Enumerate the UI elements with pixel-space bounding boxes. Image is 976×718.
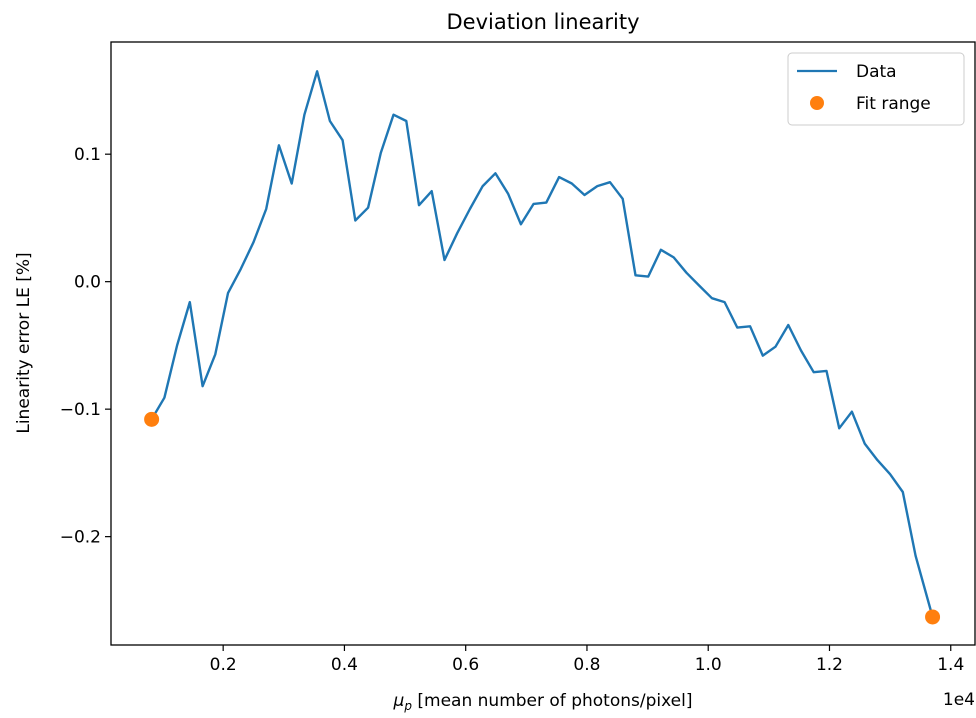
plot-area (110, 41, 976, 646)
legend-data-label: Data (856, 62, 897, 82)
legend-fit-range-label: Fit range (856, 94, 931, 114)
legend: Data Fit range (787, 52, 965, 126)
x-axis-label: μp [mean number of photons/pixel] (393, 691, 693, 713)
x-tick-label: 0.2 (210, 655, 237, 675)
x-tick-label: 1.2 (816, 655, 843, 675)
x-offset-label: 1e4 (943, 690, 975, 710)
x-axis: 0.2 0.4 0.6 0.8 1.0 1.2 1.4 (210, 645, 964, 675)
x-tick-label: 0.4 (331, 655, 358, 675)
x-axis-label-subscript: p (403, 699, 412, 713)
plot-frame (110, 41, 976, 646)
x-axis-label-text: [mean number of photons/pixel] (412, 691, 692, 711)
y-axis-label: Linearity error LE [%] (14, 252, 34, 433)
x-axis-label-symbol: μ (393, 691, 405, 711)
y-tick-label: 0.0 (74, 273, 101, 293)
fit-range-point (925, 609, 941, 625)
series-layer (144, 70, 941, 625)
chart-title: Deviation linearity (446, 10, 639, 34)
x-tick-label: 1.0 (695, 655, 722, 675)
y-tick-label: −0.2 (60, 528, 101, 548)
y-tick-label: 0.1 (74, 145, 101, 165)
y-tick-label: −0.1 (60, 400, 101, 420)
fit-range-point (144, 411, 160, 427)
y-axis: −0.2 −0.1 0.0 0.1 (60, 145, 111, 548)
x-tick-label: 0.6 (452, 655, 479, 675)
legend-fit-range-swatch (810, 96, 824, 110)
x-tick-label: 0.8 (573, 655, 600, 675)
x-tick-label: 1.4 (937, 655, 964, 675)
data-series-line (150, 70, 934, 618)
